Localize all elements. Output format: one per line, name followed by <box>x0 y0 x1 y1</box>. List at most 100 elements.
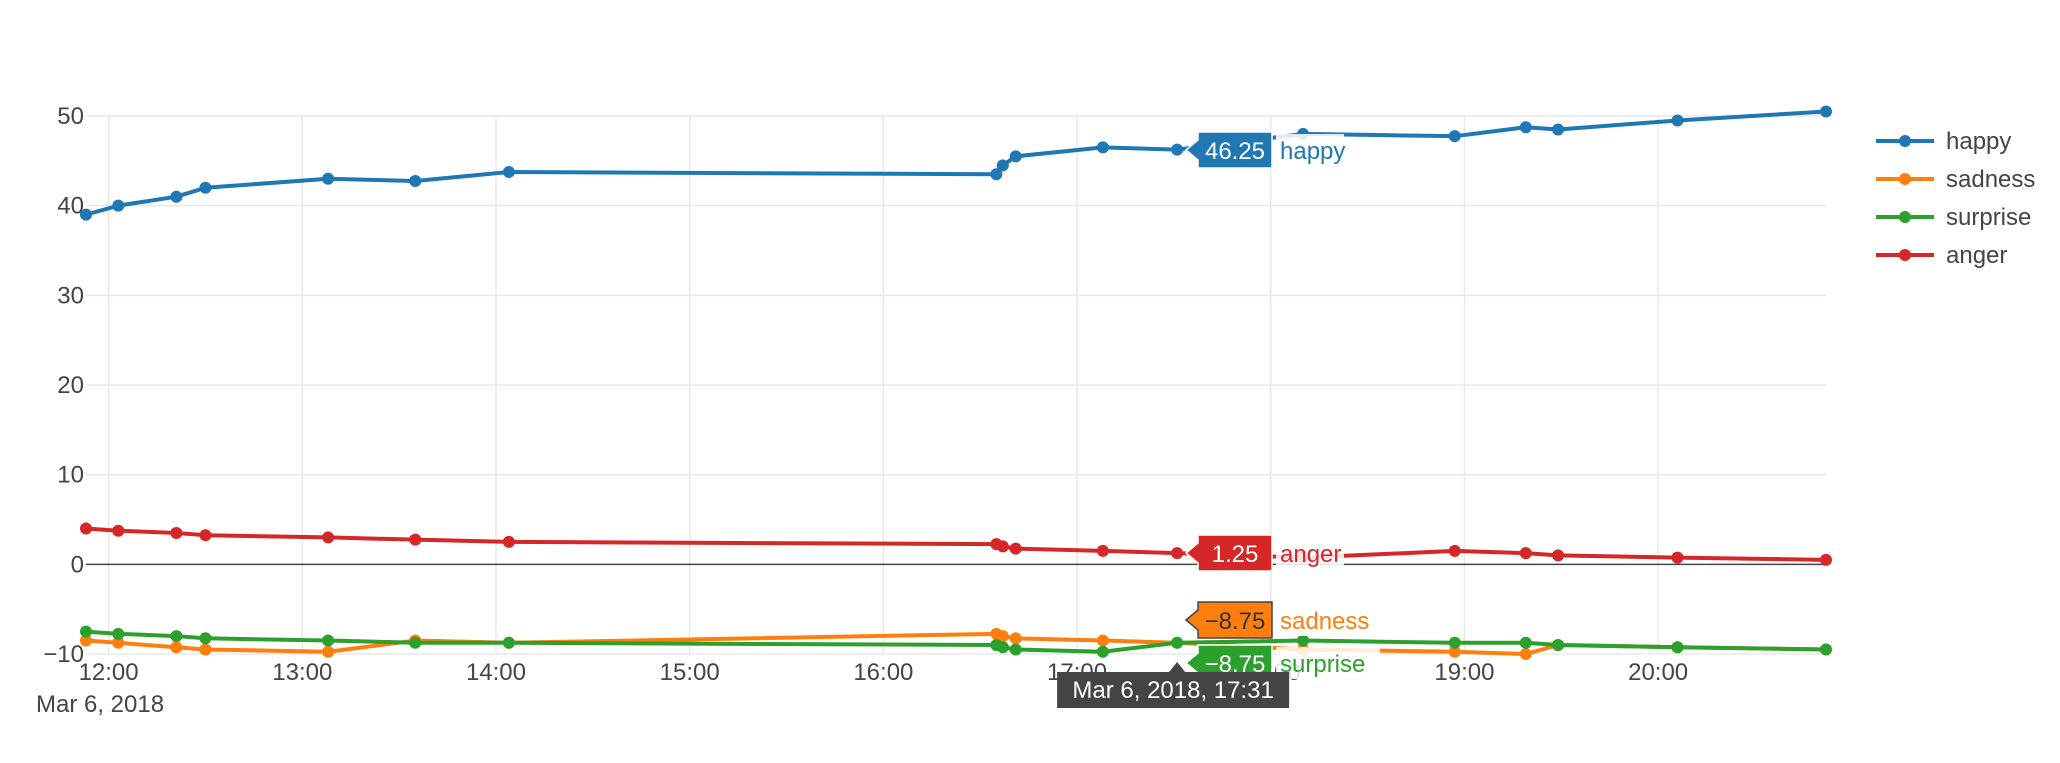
x-tick-label: 19:00 <box>1434 659 1494 686</box>
data-point-anger[interactable] <box>112 524 125 537</box>
data-point-surprise[interactable] <box>1552 639 1565 652</box>
data-point-sadness[interactable] <box>322 645 335 658</box>
series-surprise <box>80 625 1832 658</box>
x-tick-label: 13:00 <box>272 659 332 686</box>
hover-name: sadness <box>1280 608 1369 635</box>
data-point-anger[interactable] <box>1171 547 1184 560</box>
data-point-surprise[interactable] <box>1009 643 1022 656</box>
x-tick-label: 12:00 <box>79 659 139 686</box>
data-point-surprise[interactable] <box>1171 636 1184 649</box>
data-point-surprise[interactable] <box>1519 636 1532 649</box>
data-point-anger[interactable] <box>1009 542 1022 555</box>
data-point-sadness[interactable] <box>170 641 183 654</box>
y-tick-label: 0 <box>71 551 84 578</box>
x-tick-label: 14:00 <box>466 659 526 686</box>
data-point-sadness[interactable] <box>1096 634 1109 647</box>
data-point-sadness[interactable] <box>1519 648 1532 660</box>
series-anger <box>80 522 1832 566</box>
legend-item-sadness[interactable]: sadness <box>1876 166 2035 193</box>
data-point-surprise[interactable] <box>1096 645 1109 658</box>
data-point-surprise[interactable] <box>996 641 1009 654</box>
data-point-sadness[interactable] <box>1009 632 1022 645</box>
hover-name-bg <box>1276 134 1344 166</box>
hover-value-box <box>1184 534 1273 572</box>
data-point-happy[interactable] <box>990 168 1003 181</box>
x-axis: 12:0013:0014:0015:0016:0017:0018:0019:00… <box>36 659 1688 718</box>
data-point-sadness[interactable] <box>80 634 92 647</box>
data-point-anger[interactable] <box>170 526 183 539</box>
legend-swatch-marker <box>1899 135 1911 147</box>
hover-label-sadness: −8.75 sadness <box>1184 601 1369 639</box>
data-point-anger[interactable] <box>996 540 1009 553</box>
hover-name: happy <box>1280 138 1345 165</box>
hover-name: anger <box>1280 541 1341 568</box>
legend-item-anger[interactable]: anger <box>1876 242 2007 269</box>
data-point-anger[interactable] <box>1448 544 1461 557</box>
y-tick-label: −10 <box>43 641 84 668</box>
data-point-happy[interactable] <box>112 199 125 212</box>
data-point-happy[interactable] <box>80 208 92 221</box>
hover-value-box <box>1184 131 1273 169</box>
data-point-anger[interactable] <box>1519 547 1532 560</box>
hover-label-anger: 1.25 anger <box>1184 534 1344 572</box>
series-group <box>80 105 1832 660</box>
data-point-anger[interactable] <box>1552 549 1565 562</box>
data-point-surprise[interactable] <box>409 636 422 649</box>
grid <box>86 115 1826 655</box>
data-point-happy[interactable] <box>1519 121 1532 134</box>
legend-swatch-marker <box>1899 211 1911 223</box>
data-point-happy[interactable] <box>1171 143 1184 156</box>
data-point-happy[interactable] <box>1096 141 1109 154</box>
hover-value: 46.25 <box>1205 138 1265 165</box>
y-tick-label: 30 <box>57 282 84 309</box>
legend-label: sadness <box>1946 166 2035 193</box>
data-point-sadness[interactable] <box>996 630 1009 643</box>
data-point-happy[interactable] <box>1009 150 1022 163</box>
data-point-sadness[interactable] <box>1448 645 1461 658</box>
hover-name: surprise <box>1280 651 1365 678</box>
y-tick-label: 20 <box>57 372 84 399</box>
data-point-surprise[interactable] <box>1820 643 1832 656</box>
data-point-happy[interactable] <box>409 175 422 188</box>
data-point-happy[interactable] <box>199 181 212 194</box>
data-point-anger[interactable] <box>322 531 335 544</box>
data-point-surprise[interactable] <box>170 630 183 643</box>
data-point-surprise[interactable] <box>1297 634 1310 647</box>
series-happy <box>80 105 1832 221</box>
data-point-sadness[interactable] <box>199 643 212 656</box>
data-point-happy[interactable] <box>1671 114 1684 127</box>
data-point-surprise[interactable] <box>1448 636 1461 649</box>
data-point-happy[interactable] <box>502 166 515 179</box>
data-point-anger[interactable] <box>80 522 92 535</box>
hover-name-bg <box>1276 537 1344 569</box>
legend-item-happy[interactable]: happy <box>1876 128 2011 155</box>
legend-item-surprise[interactable]: surprise <box>1876 204 2031 231</box>
data-point-happy[interactable] <box>1820 105 1832 118</box>
data-point-surprise[interactable] <box>112 627 125 640</box>
data-point-sadness[interactable] <box>112 636 125 649</box>
data-point-surprise[interactable] <box>502 636 515 649</box>
data-point-surprise[interactable] <box>1671 641 1684 654</box>
data-point-anger[interactable] <box>409 533 422 546</box>
data-point-happy[interactable] <box>170 190 183 203</box>
series-line-anger <box>85 526 1827 562</box>
data-point-anger[interactable] <box>502 535 515 548</box>
data-point-happy[interactable] <box>996 159 1009 172</box>
hover-x-text: Mar 6, 2018, 17:31 <box>1072 677 1273 704</box>
data-point-anger[interactable] <box>1820 553 1832 566</box>
data-point-anger[interactable] <box>1096 544 1109 557</box>
data-point-happy[interactable] <box>1448 130 1461 143</box>
legend-swatch-marker <box>1899 173 1911 185</box>
data-point-happy[interactable] <box>1552 123 1565 136</box>
data-point-happy[interactable] <box>322 172 335 185</box>
y-tick-label: 50 <box>57 103 84 130</box>
hover-value-box <box>1184 601 1273 639</box>
data-point-surprise[interactable] <box>80 625 92 638</box>
hover-name-bg <box>1276 647 1380 679</box>
data-point-surprise[interactable] <box>322 634 335 647</box>
data-point-anger[interactable] <box>199 529 212 542</box>
data-point-anger[interactable] <box>1671 551 1684 564</box>
data-point-surprise[interactable] <box>199 632 212 645</box>
